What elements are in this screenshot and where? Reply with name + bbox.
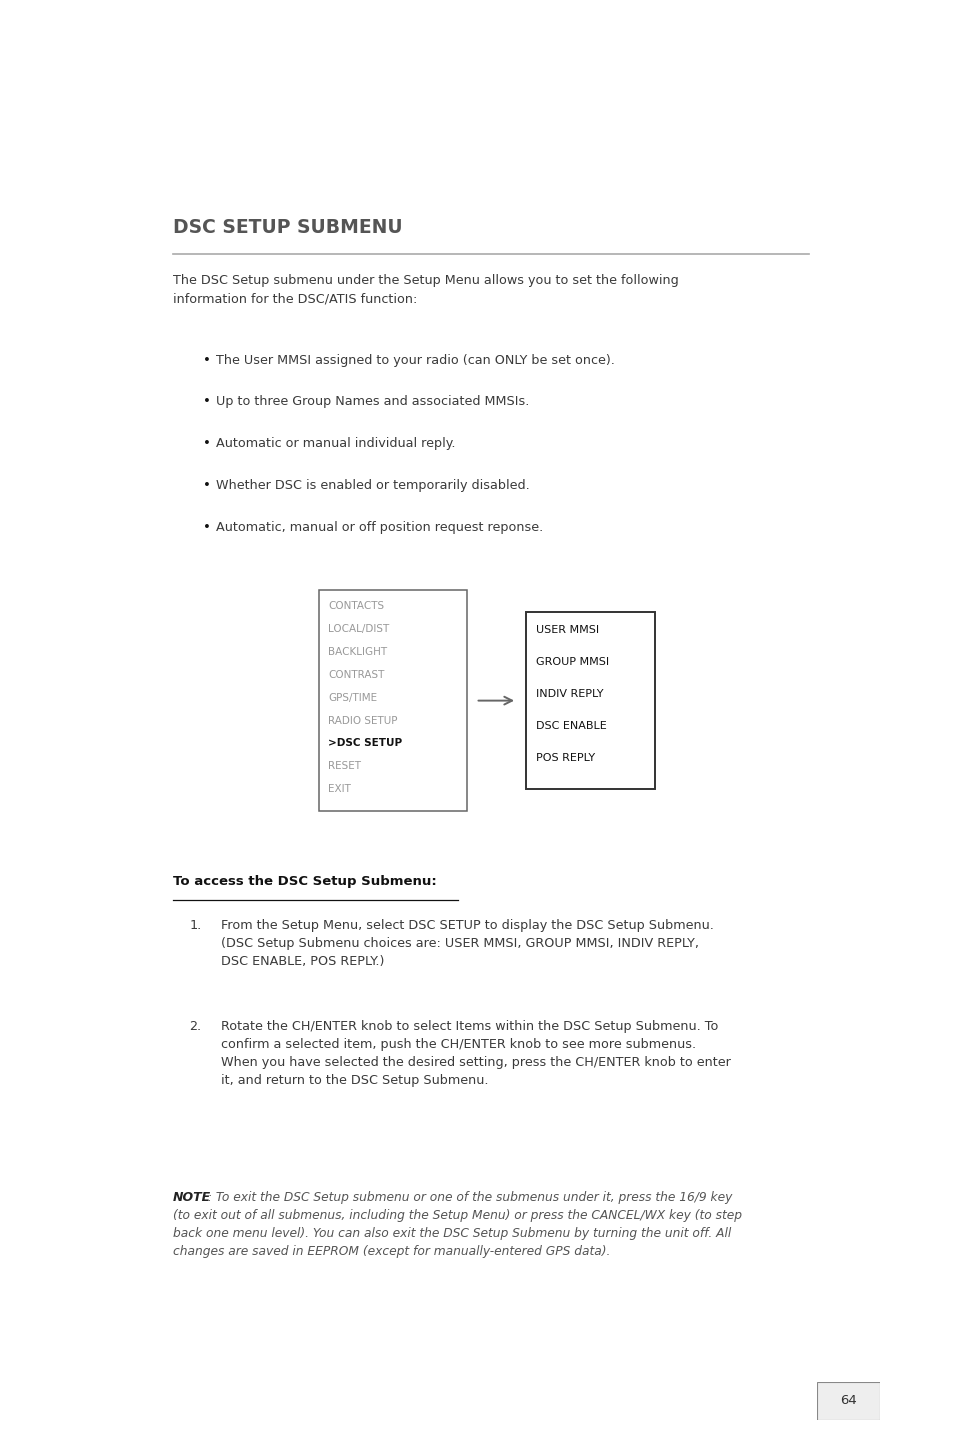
Text: The DSC Setup submenu under the Setup Menu allows you to set the following
infor: The DSC Setup submenu under the Setup Me… <box>173 275 679 306</box>
Text: Up to three Group Names and associated MMSIs.: Up to three Group Names and associated M… <box>216 395 529 408</box>
Text: 2.: 2. <box>190 1020 201 1033</box>
Text: INDIV REPLY: INDIV REPLY <box>535 688 602 698</box>
Text: DSC SETUP SUBMENU: DSC SETUP SUBMENU <box>173 218 402 238</box>
Text: BACKLIGHT: BACKLIGHT <box>328 647 387 657</box>
Text: GPS/TIME: GPS/TIME <box>328 693 377 703</box>
Text: •: • <box>203 438 211 451</box>
Text: 64: 64 <box>839 1394 856 1408</box>
Text: 1.: 1. <box>190 919 201 932</box>
Text: Whether DSC is enabled or temporarily disabled.: Whether DSC is enabled or temporarily di… <box>216 479 529 492</box>
Text: Automatic, manual or off position request reponse.: Automatic, manual or off position reques… <box>216 521 543 534</box>
Text: To access the DSC Setup Submenu:: To access the DSC Setup Submenu: <box>173 874 436 887</box>
Text: •: • <box>203 395 211 408</box>
Bar <box>318 591 466 811</box>
Text: >DSC SETUP: >DSC SETUP <box>328 738 402 748</box>
Text: DSC ENABLE: DSC ENABLE <box>535 721 605 731</box>
Bar <box>525 612 655 788</box>
Text: •: • <box>203 521 211 534</box>
Text: NOTE: NOTE <box>173 1191 212 1203</box>
Text: USER MMSI: USER MMSI <box>535 625 598 635</box>
Text: CONTRAST: CONTRAST <box>328 670 384 680</box>
Text: CONTACTS: CONTACTS <box>328 601 384 611</box>
Text: POS REPLY: POS REPLY <box>535 753 594 763</box>
Text: LOCAL/DIST: LOCAL/DIST <box>328 624 390 634</box>
Text: RESET: RESET <box>328 761 361 771</box>
Text: •: • <box>203 353 211 366</box>
Text: Rotate the CH/ENTER knob to select Items within the DSC Setup Submenu. To
confir: Rotate the CH/ENTER knob to select Items… <box>221 1020 730 1088</box>
Text: From the Setup Menu, select DSC SETUP to display the DSC Setup Submenu.
(DSC Set: From the Setup Menu, select DSC SETUP to… <box>221 919 714 967</box>
Text: RADIO SETUP: RADIO SETUP <box>328 716 397 726</box>
Text: EXIT: EXIT <box>328 784 351 794</box>
Text: The User MMSI assigned to your radio (can ONLY be set once).: The User MMSI assigned to your radio (ca… <box>216 353 615 366</box>
Text: •: • <box>203 479 211 492</box>
Text: GROUP MMSI: GROUP MMSI <box>535 657 608 667</box>
Text: Automatic or manual individual reply.: Automatic or manual individual reply. <box>216 438 456 451</box>
Text: : To exit the DSC Setup submenu or one of the submenus under it, press the 16/9 : : To exit the DSC Setup submenu or one o… <box>173 1191 741 1258</box>
